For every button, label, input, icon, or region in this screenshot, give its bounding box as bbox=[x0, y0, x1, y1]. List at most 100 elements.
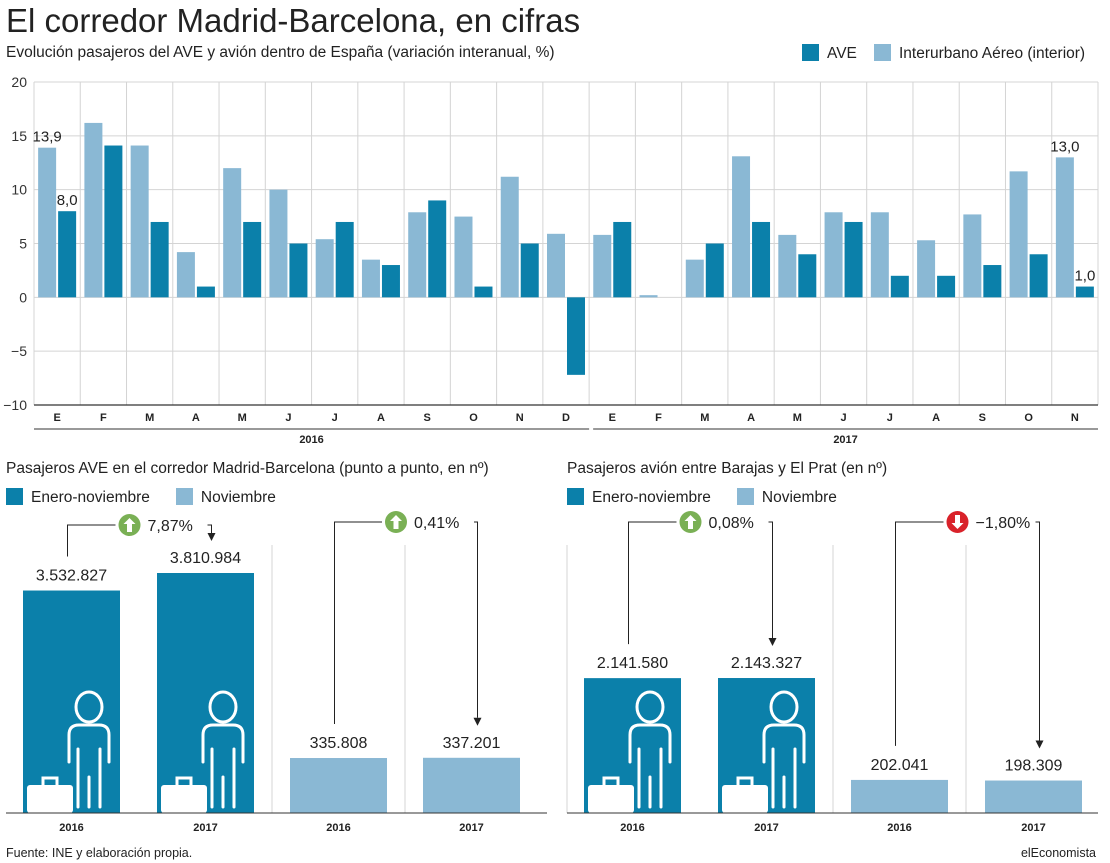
bar-noviembre bbox=[290, 758, 387, 813]
brand-logo-text: elEconomista bbox=[1020, 846, 1096, 860]
y-tick-label: −5 bbox=[11, 343, 27, 359]
air-section-legend: Enero-noviembre Noviembre bbox=[567, 488, 863, 507]
suitcase-icon bbox=[588, 785, 634, 813]
x-tick-label: O bbox=[469, 412, 478, 424]
legend-label-enero: Enero-noviembre bbox=[592, 489, 711, 506]
y-tick-label: 5 bbox=[19, 236, 27, 252]
x-tick-label: M bbox=[238, 412, 247, 424]
x-tick-label: S bbox=[979, 412, 986, 424]
arrow-glyph bbox=[951, 515, 964, 529]
bar-enero-noviembre bbox=[23, 590, 120, 813]
year-label: 2017 bbox=[833, 434, 857, 446]
y-tick-label: 20 bbox=[11, 74, 27, 90]
y-tick-label: 10 bbox=[11, 182, 27, 198]
bar-aereo bbox=[176, 252, 195, 298]
bar-aereo bbox=[547, 233, 565, 298]
legend-label-enero: Enero-noviembre bbox=[31, 489, 150, 506]
suitcase-handle bbox=[736, 776, 754, 785]
bar-aereo bbox=[778, 234, 797, 298]
bar-ave bbox=[798, 254, 817, 298]
suitcase-handle bbox=[175, 776, 193, 785]
ave-section-legend: Enero-noviembre Noviembre bbox=[6, 488, 302, 507]
bar-year-label: 2016 bbox=[326, 822, 350, 834]
bar-ave bbox=[705, 243, 724, 298]
x-tick-label: F bbox=[655, 412, 662, 424]
data-label: 1,0 bbox=[1074, 268, 1095, 285]
suitcase-handle bbox=[602, 776, 620, 785]
x-tick-label: M bbox=[793, 412, 802, 424]
change-label: 7,87% bbox=[148, 518, 193, 535]
bar-aereo bbox=[1009, 171, 1028, 298]
bar-aereo bbox=[130, 145, 149, 298]
bar-aereo bbox=[917, 240, 936, 298]
arrow-glyph bbox=[684, 515, 697, 529]
person-head bbox=[208, 690, 238, 724]
arrow-glyph bbox=[123, 518, 136, 532]
bar-ave bbox=[1029, 254, 1048, 298]
x-tick-label: A bbox=[932, 412, 940, 424]
legend-swatch-noviembre bbox=[175, 488, 193, 505]
bar-ave bbox=[844, 221, 863, 298]
bar-aereo bbox=[639, 295, 658, 298]
bar-ave bbox=[890, 275, 909, 298]
bar-value-label: 3.810.984 bbox=[170, 550, 241, 567]
bar-aereo bbox=[38, 147, 57, 298]
bar-aereo bbox=[223, 168, 242, 298]
bar-ave bbox=[289, 243, 308, 298]
person-torso bbox=[628, 723, 672, 764]
x-tick-label: D bbox=[562, 412, 570, 424]
year-label: 2016 bbox=[299, 434, 323, 446]
person-torso bbox=[67, 723, 111, 764]
data-label: 13,9 bbox=[33, 129, 62, 146]
bar-noviembre bbox=[423, 757, 520, 813]
bar-ave bbox=[937, 275, 956, 298]
legend-aereo-label: Interurbano Aéreo (interior) bbox=[899, 45, 1086, 62]
bar-ave bbox=[474, 286, 493, 298]
air-section-title: Pasajeros avión entre Barajas y El Prat … bbox=[567, 460, 888, 477]
bar-year-label: 2017 bbox=[193, 822, 217, 834]
bar-value-label: 2.143.327 bbox=[731, 655, 802, 672]
bar-year-label: 2016 bbox=[620, 822, 644, 834]
bar-aereo bbox=[84, 122, 103, 298]
bar-ave bbox=[335, 221, 354, 298]
change-connector bbox=[334, 521, 478, 725]
bar-aereo bbox=[963, 214, 982, 298]
legend-aereo-swatch bbox=[874, 44, 891, 61]
person-torso bbox=[762, 723, 806, 764]
bar-value-label: 2.141.580 bbox=[597, 655, 668, 672]
person-icon bbox=[762, 690, 806, 809]
bar-ave bbox=[196, 286, 215, 298]
bar-year-label: 2017 bbox=[459, 822, 483, 834]
suitcase-icon bbox=[722, 785, 768, 813]
legend-aereo: Interurbano Aéreo (interior) bbox=[874, 44, 1085, 63]
chart-title: El corredor Madrid-Barcelona, en cifras bbox=[6, 2, 581, 39]
change-label: −1,80% bbox=[976, 515, 1031, 532]
ave-section-title: Pasajeros AVE en el corredor Madrid-Barc… bbox=[6, 460, 489, 477]
bar-ave bbox=[1075, 286, 1094, 298]
bar-aereo bbox=[315, 239, 334, 298]
person-head bbox=[769, 690, 799, 724]
person-head bbox=[74, 690, 104, 724]
x-tick-label: J bbox=[285, 412, 291, 424]
bar-ave bbox=[752, 221, 771, 298]
bar-aereo bbox=[454, 216, 473, 298]
x-tick-label: F bbox=[100, 412, 107, 424]
data-label: 8,0 bbox=[57, 192, 78, 209]
bar-ave bbox=[381, 265, 400, 298]
bar-aereo bbox=[1055, 157, 1074, 298]
chart-subtitle: Evolución pasajeros del AVE y avión dent… bbox=[6, 44, 555, 61]
legend-ave-label: AVE bbox=[827, 45, 857, 62]
x-tick-label: O bbox=[1024, 412, 1033, 424]
legend-ave-swatch bbox=[802, 44, 819, 61]
legend-label-noviembre: Noviembre bbox=[200, 489, 276, 506]
bar-aereo bbox=[685, 259, 704, 298]
y-tick-label: 0 bbox=[19, 289, 27, 305]
person-icon bbox=[67, 690, 111, 809]
bar-ave bbox=[520, 243, 539, 298]
bar-year-label: 2016 bbox=[59, 822, 83, 834]
x-tick-label: A bbox=[192, 412, 200, 424]
x-tick-label: A bbox=[747, 412, 755, 424]
connector-arrowhead bbox=[768, 638, 777, 647]
bar-ave bbox=[104, 145, 123, 298]
